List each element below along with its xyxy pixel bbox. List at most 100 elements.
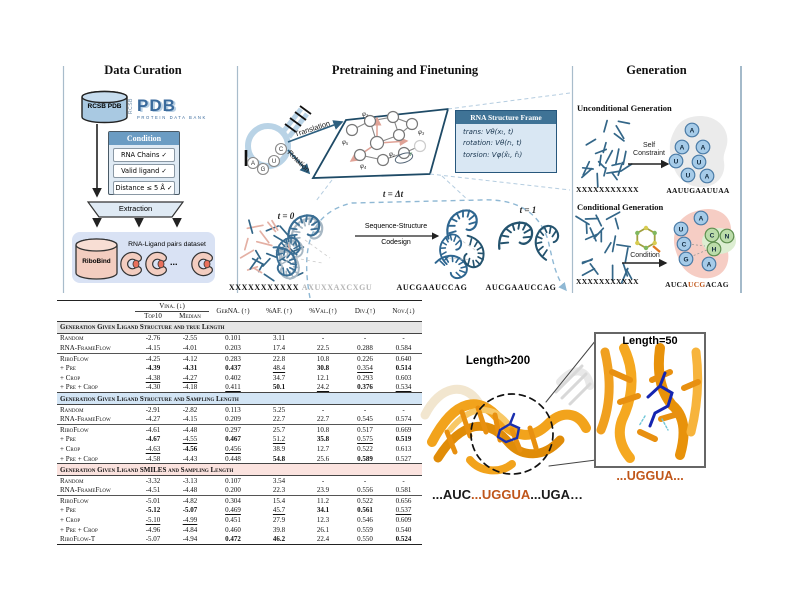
table-cell: - xyxy=(402,476,405,485)
condition-item: RNA Chains ✓ xyxy=(113,147,175,162)
svg-text:A: A xyxy=(701,144,706,151)
frame-box-header: RNA Structure Frame xyxy=(456,111,556,124)
row-label: Random xyxy=(60,334,84,343)
svg-text:U: U xyxy=(697,159,702,166)
condition-box: Condition RNA Chains ✓ Valid ligand ✓ Di… xyxy=(108,131,180,195)
row-label: RiboFlow-T xyxy=(60,535,96,544)
table-cell: 0.293 xyxy=(357,373,373,382)
panel-title-generation: Generation xyxy=(626,63,687,77)
table-cell: 0.209 xyxy=(225,415,241,424)
table-cell: 27.9 xyxy=(272,515,286,524)
panel-title-pretraining: Pretraining and Finetuning xyxy=(331,63,479,77)
zoom-seq-label: ...UGGUA... xyxy=(616,469,684,483)
table-cell: -4.25 xyxy=(135,352,171,364)
table-cell: 34.1 xyxy=(316,506,330,515)
panel-separators xyxy=(62,66,742,293)
table-cell: - xyxy=(321,334,325,343)
table-cell: 0.448 xyxy=(225,454,241,463)
extraction-trapezoid xyxy=(86,201,185,218)
table-cell: -4.12 xyxy=(171,352,210,364)
table-cell: 35.8 xyxy=(316,435,330,444)
row-label: RiboFlow xyxy=(57,352,135,364)
table-cell: - xyxy=(402,334,405,343)
condition-item: Valid ligand ✓ xyxy=(113,164,175,178)
table-cell: 12.3 xyxy=(316,515,330,524)
table-cell: 0.283 xyxy=(209,352,258,364)
self-constraint-label-2: Constraint xyxy=(633,150,665,157)
table-cell: 46.2 xyxy=(272,535,286,544)
tdt-label: t = Δt xyxy=(368,189,418,200)
table-cell: -4.84 xyxy=(182,525,198,534)
table-cell: 34.7 xyxy=(272,373,286,382)
table-cell: 26.1 xyxy=(316,525,330,534)
table-cell: -4.27 xyxy=(182,373,198,382)
table-cell: - xyxy=(321,476,325,485)
phi-label: φ₅ xyxy=(342,140,349,146)
table-cell: -4.01 xyxy=(182,344,198,353)
t0-label: t = 0 xyxy=(277,211,295,221)
r-label: r xyxy=(410,152,413,158)
table-cell: 25.7 xyxy=(257,423,302,435)
table-cell: 0.288 xyxy=(357,344,373,353)
table-cell: 25.6 xyxy=(316,454,330,463)
table-cell: 15.4 xyxy=(257,494,302,506)
row-label: + Crop xyxy=(60,515,81,524)
svg-text:C: C xyxy=(279,147,284,153)
table-cell: - xyxy=(321,405,325,414)
rna-sketch-final-group xyxy=(453,218,568,272)
frame-box-trans: trans: Vθ(xₜ, t) xyxy=(463,127,514,136)
rcsb-pdb-cylinder-label: RCSB PDB xyxy=(87,103,122,110)
table-cell: 0.376 xyxy=(357,383,373,392)
header-af: %AF. (↑) xyxy=(266,307,292,316)
curation-arrows xyxy=(92,124,182,228)
ribobind-label: RiboBind xyxy=(82,258,111,265)
table-row: RiboFlow-T -5.07 -4.94 0.472 46.2 22.4 0.550 0.… xyxy=(57,534,422,544)
table-cell: -4.56 xyxy=(182,444,198,453)
table-cell: 50.1 xyxy=(272,383,286,392)
condition-item: Distance ≤ 5 Å ✓ xyxy=(113,180,175,195)
cond-output-seq: AUCAUCGACAG xyxy=(662,281,732,289)
table-cell: 0.550 xyxy=(357,535,373,544)
svg-text:A: A xyxy=(680,144,685,151)
seq-part: UCG xyxy=(688,280,706,289)
table-row: + Pre -4.67 -4.55 0.467 51.2 35.8 0.575 0.519 xyxy=(57,435,422,445)
table-cell: 38.9 xyxy=(272,444,286,453)
pdb-logo-rcsb-vertical: RCSB xyxy=(128,98,134,114)
rna-sketch-mid-group xyxy=(432,209,479,286)
table-cell: -2.55 xyxy=(182,334,198,343)
table-cell: 0.581 xyxy=(395,486,412,495)
table-row: Random -3.32 -3.13 0.107 3.54 - - - xyxy=(57,475,422,485)
rna-3d-large xyxy=(420,339,597,475)
row-label: RNA-FrameFlow xyxy=(60,344,111,353)
table-row: RiboFlow -4.25 -4.12 0.283 22.8 10.8 0.226 0.64… xyxy=(57,352,423,364)
table-cell: -4.63 xyxy=(145,444,161,453)
header-nov: Nov.(↓) xyxy=(392,307,415,316)
table-section-band: Generation Given Ligand Structure and tr… xyxy=(57,321,423,334)
table-cell: -4.48 xyxy=(171,423,210,435)
svg-text:A: A xyxy=(699,215,704,222)
header-median: Median xyxy=(171,311,210,323)
row-label: Random xyxy=(60,476,84,485)
codesign-label-line2: Codesign xyxy=(381,239,411,246)
header-vina: Vina. (↓) xyxy=(135,300,210,312)
table-cell: -4.15 xyxy=(182,415,198,424)
projection-dashes xyxy=(315,92,571,202)
table-cell: -4.94 xyxy=(182,535,198,544)
table-cell: - xyxy=(363,334,367,343)
svg-text:U: U xyxy=(686,172,691,179)
noise-scatter-uncond xyxy=(581,119,633,188)
svg-text:A: A xyxy=(690,127,695,134)
table-cell: 0.517 xyxy=(345,423,386,435)
table-cell: -4.67 xyxy=(145,435,161,444)
table-cell: 10.8 xyxy=(301,352,346,364)
results-table: Vina. (↓) GerNA. (↑) %AF. (↑) %Val.(↑) D… xyxy=(57,300,423,545)
table-cell: 0.460 xyxy=(225,525,241,534)
table-cell: 0.546 xyxy=(357,515,373,524)
table-row: + Pre + Crop -4.58 -4.43 0.448 54.8 25.6 0.589… xyxy=(57,454,422,464)
condition-header: Condition xyxy=(109,132,179,145)
svg-text:RCSB: RCSB xyxy=(128,98,134,114)
svg-text:C: C xyxy=(710,232,715,239)
dataset-caption: RNA-Ligand pairs dataset xyxy=(128,241,206,248)
table-cell: 5.25 xyxy=(272,405,286,414)
